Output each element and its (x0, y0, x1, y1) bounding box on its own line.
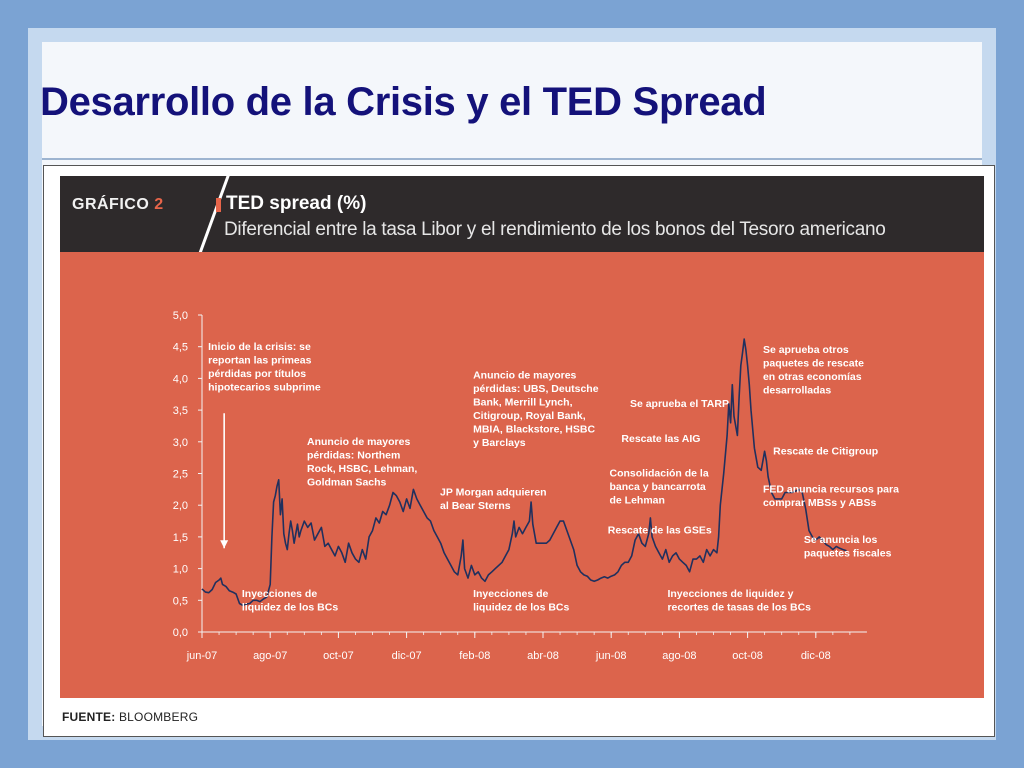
annotation-15: Se anuncia los paquetes fiscales (804, 534, 892, 560)
x-tick-label: ago-07 (253, 650, 287, 662)
source-note: FUENTE: BLOOMBERG (62, 710, 198, 724)
figure-label-prefix: GRÁFICO (72, 196, 150, 213)
annotation-line: Rescate de las GSEs (608, 525, 712, 537)
figure-label-number: 2 (154, 196, 164, 213)
annotation-line: Goldman Sachs (307, 476, 387, 488)
annotation-arrowhead (220, 540, 229, 549)
x-tick-label: ago-08 (662, 650, 696, 662)
x-tick-label: feb-08 (459, 650, 490, 662)
y-tick-label: 4,0 (173, 373, 188, 385)
annotation-line: Se anuncia los (804, 534, 878, 546)
y-tick-label: 4,5 (173, 342, 188, 354)
annotation-line: FED anuncia recursos para (763, 484, 899, 496)
annotation-line: de Lehman (609, 495, 664, 507)
x-tick-label: jun-07 (186, 650, 218, 662)
annotation-line: liquidez de los BCs (242, 602, 338, 614)
slide-title: Desarrollo de la Crisis y el TED Spread (40, 80, 767, 124)
annotation-line: Citigroup, Royal Bank, (473, 410, 586, 422)
annotation-line: reportan las primeas (208, 354, 311, 366)
annotation-3: Inyecciones de liquidez de los BCs (242, 588, 338, 614)
annotation-line: Inyecciones de liquidez y (667, 588, 793, 600)
annotation-line: Bank, Merrill Lynch, (473, 396, 572, 408)
source-label: FUENTE: (62, 710, 116, 724)
chart-subtitle: Diferencial entre la tasa Libor y el ren… (224, 219, 886, 240)
annotation-line: Anuncio de mayores (473, 369, 576, 381)
annotation-line: pérdidas por títulos (208, 368, 306, 380)
annotation-line: Anuncio de mayores (307, 436, 410, 448)
annotation-line: Rescate de Citigroup (773, 445, 878, 457)
y-tick-label: 1,5 (173, 532, 188, 544)
annotation-line: recortes de tasas de los BCs (667, 602, 811, 614)
annotation-13: Rescate de Citigroup (773, 445, 878, 457)
ted-spread-chart: 0,0 0,5 1,0 1,5 2,0 2,5 3,0 3,5 4,0 4,5 5,0 jun-07 a… (173, 310, 899, 662)
y-tick-label: 3,0 (173, 437, 188, 449)
annotation-6: Inyecciones de liquidez de los BCs (473, 588, 569, 614)
annotation-8: Rescate las AIG (621, 433, 700, 445)
header-accent-mark (216, 198, 221, 212)
y-tick-label: 2,5 (173, 469, 188, 481)
plot-area (60, 252, 984, 698)
annotation-9: Consolidación de la banca y bancarrota de … (609, 468, 708, 507)
y-tick-label: 5,0 (173, 310, 188, 322)
x-tick-label: jun-08 (595, 650, 627, 662)
annotation-line: y Barclays (473, 437, 526, 449)
x-tick-label: dic-07 (392, 650, 422, 662)
chart-title: TED spread (%) (226, 193, 367, 214)
annotation-12: Se aprueba otros paquetes de rescate en ot… (763, 344, 864, 397)
annotation-line: JP Morgan adquieren (440, 487, 547, 499)
y-tick-label: 0,5 (173, 595, 188, 607)
annotation-line: pérdidas: Northem (307, 449, 400, 461)
y-tick-label: 1,0 (173, 564, 188, 576)
y-tick-label: 3,5 (173, 405, 188, 417)
annotation-line: al Bear Sterns (440, 500, 511, 512)
x-tick-label: oct-08 (732, 650, 763, 662)
annotation-7: Se aprueba el TARP (630, 398, 729, 410)
y-tick-label: 0,0 (173, 627, 188, 639)
annotation-line: hipotecarios subprime (208, 381, 321, 393)
annotation-5: Anuncio de mayores pérdidas: UBS, Deutsch… (473, 369, 599, 449)
annotation-line: desarrolladas (763, 385, 831, 397)
annotation-line: liquidez de los BCs (473, 602, 569, 614)
source-value: BLOOMBERG (118, 710, 199, 724)
ted-spread-line (201, 338, 847, 607)
annotation-line: Inyecciones de (242, 588, 317, 600)
annotation-11: Inyecciones de liquidez y recortes de tas… (667, 588, 811, 614)
annotation-14: FED anuncia recursos para comprar MBSs y … (763, 484, 899, 510)
annotation-line: Rock, HSBC, Lehman, (307, 463, 417, 475)
x-tick-label: abr-08 (527, 650, 559, 662)
annotation-line: MBIA, Blackstore, HSBC (473, 423, 595, 435)
annotation-line: paquetes de rescate (763, 358, 864, 370)
annotation-10: Rescate de las GSEs (608, 525, 712, 537)
chart-figure: GRÁFICO 2 TED spread (%) Diferencial ent… (43, 165, 995, 737)
annotation-line: banca y bancarrota (609, 481, 705, 493)
y-tick-label: 2,0 (173, 500, 188, 512)
annotation-line: Se aprueba otros (763, 344, 849, 356)
annotation-line: en otras economías (763, 371, 862, 383)
x-tick-label: dic-08 (801, 650, 831, 662)
figure-label: GRÁFICO 2 (72, 196, 164, 214)
x-tick-label: oct-07 (323, 650, 354, 662)
annotation-line: Rescate las AIG (621, 433, 700, 445)
annotation-line: Se aprueba el TARP (630, 398, 729, 410)
annotation-4: JP Morgan adquieren al Bear Sterns (440, 487, 547, 513)
annotation-line: Inyecciones de (473, 588, 548, 600)
annotation-line: Consolidación de la (609, 468, 708, 480)
annotation-1: Inicio de la crisis: se reportan las prim… (208, 341, 321, 394)
annotation-2: Anuncio de mayores pérdidas: Northem Rock,… (307, 436, 417, 489)
annotation-line: paquetes fiscales (804, 548, 892, 560)
annotation-line: pérdidas: UBS, Deutsche (473, 383, 599, 395)
annotation-line: comprar MBSs y ABSs (763, 497, 877, 509)
title-rule (42, 158, 982, 160)
annotation-line: Inicio de la crisis: se (208, 341, 311, 353)
chart-header: GRÁFICO 2 TED spread (%) Diferencial ent… (60, 176, 984, 252)
